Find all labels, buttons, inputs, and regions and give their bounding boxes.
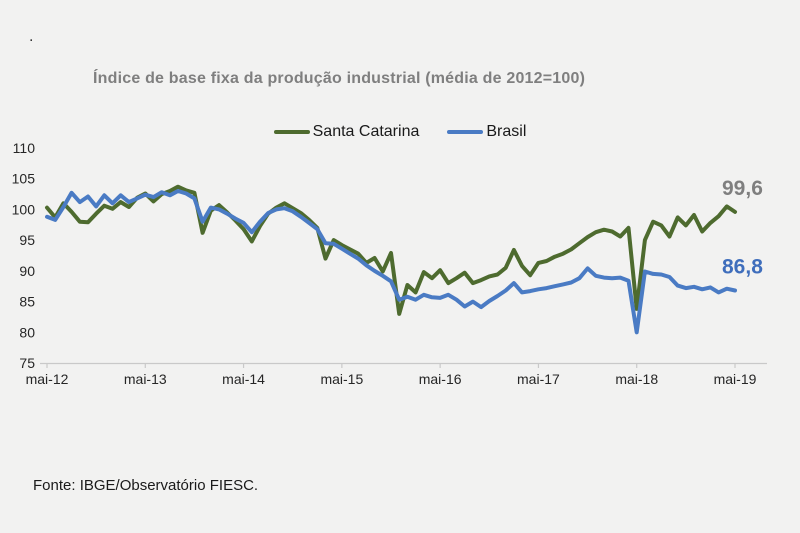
x-tick-label: mai-13 [124, 371, 167, 387]
x-tick-label: mai-14 [222, 371, 265, 387]
brasil-line-swatch [447, 130, 484, 134]
brasil-end-label: 86,8 [722, 256, 763, 279]
y-tick-label: 85 [19, 294, 35, 310]
x-tick-label: mai-18 [615, 371, 658, 387]
y-tick-label: 75 [19, 355, 35, 371]
legend-label-brasil: Brasil [486, 123, 527, 140]
y-tick-label: 90 [19, 263, 35, 279]
y-tick-label: 105 [12, 171, 36, 187]
x-tick-label: mai-15 [320, 371, 363, 387]
source-note: Fonte: IBGE/Observatório FIESC. [33, 477, 259, 494]
y-tick-label: 100 [12, 201, 36, 217]
legend-item-santa-catarina: Santa Catarina [273, 123, 420, 141]
legend-item-brasil: Brasil [447, 123, 526, 141]
x-tick-label: mai-17 [517, 371, 560, 387]
legend-label-santa-catarina: Santa Catarina [312, 123, 420, 140]
x-tick-label: mai-16 [419, 371, 462, 387]
brasil-line [45, 189, 737, 335]
stray-dot: . [29, 28, 34, 45]
y-tick-label: 80 [19, 324, 35, 340]
y-tick-label: 95 [19, 232, 35, 248]
legend: Santa Catarina Brasil [0, 123, 800, 141]
santa-catarina-end-label: 99,6 [722, 177, 763, 200]
x-tick-label: mai-12 [26, 371, 69, 387]
santa-catarina-line-swatch [273, 130, 310, 134]
chart-title: Índice de base fixa da produção industri… [93, 70, 586, 87]
x-tick-label: mai-19 [714, 371, 757, 387]
y-tick-label: 110 [13, 140, 36, 156]
